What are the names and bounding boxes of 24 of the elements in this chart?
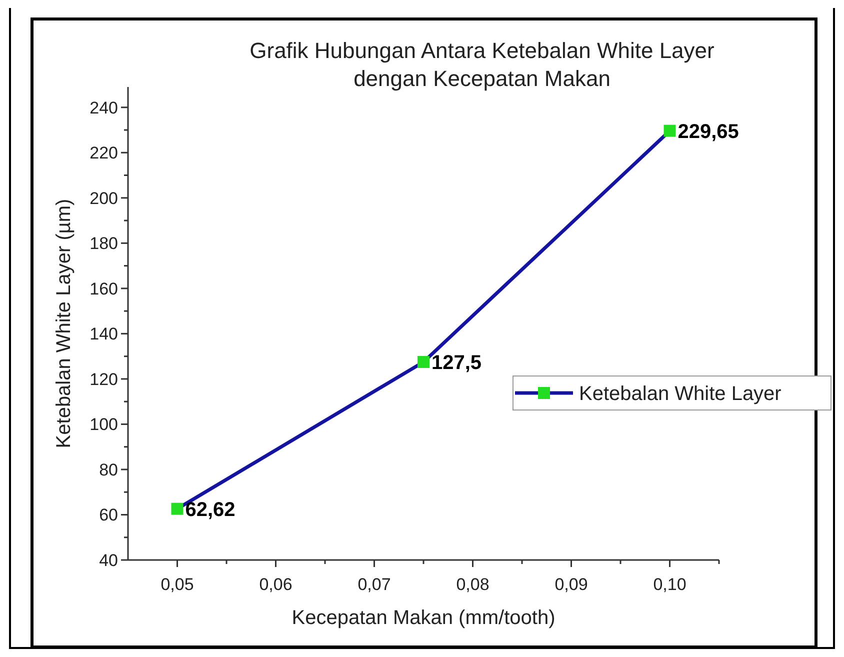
chart-title: Grafik Hubungan Antara Ketebalan White Layer dengan Kecepatan Makan	[250, 38, 714, 91]
y-tick-label: 200	[90, 188, 118, 208]
x-tick-label: 0,10	[653, 575, 686, 594]
x-tick-label: 0,07	[358, 575, 391, 594]
x-axis-title: Kecepatan Makan (mm/tooth)	[292, 607, 556, 629]
data-label: 229,65	[678, 120, 739, 143]
y-tick-label: 140	[90, 324, 118, 344]
x-tick-label: 0,09	[554, 575, 588, 594]
x-tick-label: 0,08	[456, 575, 490, 594]
y-tick-label: 160	[90, 279, 118, 298]
y-tick-label: 240	[90, 98, 118, 118]
legend-label: Ketebalan White Layer	[579, 383, 782, 405]
y-tick-label: 40	[99, 551, 118, 570]
y-tick-label: 60	[99, 506, 118, 525]
y-axis-title: Ketebalan White Layer (µm)	[53, 198, 75, 448]
y-tick-label: 220	[90, 144, 118, 163]
y-tick-label: 180	[90, 234, 118, 254]
x-tick-label: 0,05	[160, 575, 194, 594]
x-tick-label: 0,06	[259, 575, 292, 594]
data-label: 127,5	[432, 352, 482, 374]
y-tick-label: 100	[90, 415, 118, 434]
data-label: 62,62	[185, 498, 236, 521]
y-tick-label: 80	[99, 460, 118, 480]
y-tick-label: 120	[90, 370, 118, 389]
